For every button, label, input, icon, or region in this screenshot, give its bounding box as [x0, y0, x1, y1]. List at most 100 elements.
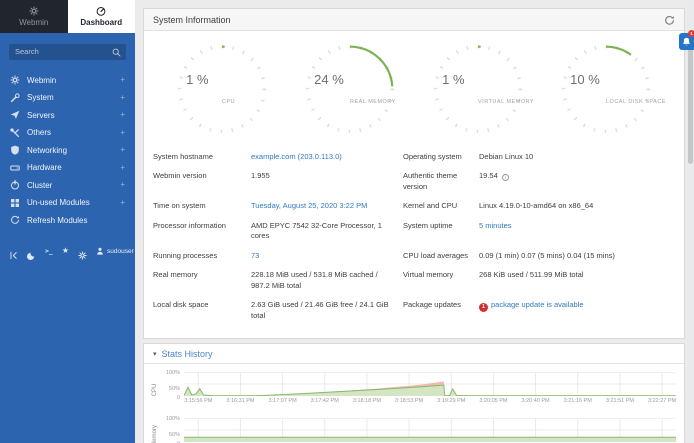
expand-plus-icon: +: [120, 162, 125, 172]
system-information-panel: System Information 1 % CPU 24 % REAL MEM…: [143, 8, 685, 339]
info-label: Real memory: [153, 270, 198, 279]
theme-info-icon[interactable]: i: [501, 174, 509, 181]
info-value: 2.63 GiB used / 21.46 GiB free / 24.1 Gi…: [251, 300, 389, 320]
favorites-icon[interactable]: ★: [61, 246, 69, 255]
chart-memory: Memory 100% 50% 0 3:15:56 PM3:16:31 PM3:…: [148, 415, 676, 443]
sidebar-tabs: Webmin Dashboard: [0, 0, 135, 33]
expand-plus-icon: +: [120, 180, 125, 190]
scrollbar-thumb[interactable]: [688, 44, 693, 164]
chart-plot-area: [184, 418, 676, 442]
info-label: Virtual memory: [403, 270, 454, 279]
tools-icon: [10, 128, 20, 138]
sidebar-item-label: Refresh Modules: [27, 215, 88, 225]
collapse-caret-icon: ▾: [153, 350, 157, 358]
info-value-link[interactable]: 5 minutes: [479, 220, 512, 230]
info-value-link[interactable]: example.com (203.0.113.0): [251, 151, 342, 161]
stats-charts: CPU 100% 50% 0 3:15:56 PM 3:16:31 PM 3:17:…: [144, 364, 684, 443]
sidebar-item-hardware[interactable]: Hardware +: [0, 159, 135, 177]
info-value: 268 KiB used / 511.99 MiB total: [479, 270, 584, 279]
sidebar-search: [9, 41, 126, 60]
stats-history-title: Stats History: [161, 348, 213, 359]
y-tick-label: 0: [177, 441, 180, 443]
sidebar-item-label: Cluster: [27, 180, 53, 190]
info-value-cell: 228.18 MiB used / 531.8 MiB cached / 987…: [251, 266, 403, 296]
info-label: CPU load averages: [403, 250, 469, 260]
collapse-icon[interactable]: [9, 247, 18, 259]
info-value-cell: AMD EPYC 7542 32-Core Processor, 1 cores: [251, 216, 403, 246]
tab-webmin-label: Webmin: [19, 18, 49, 27]
bell-icon: [679, 37, 694, 46]
x-tick-label: 3:20:05 PM: [479, 397, 508, 404]
tab-webmin[interactable]: Webmin: [0, 0, 68, 33]
sidebar-item-networking[interactable]: Networking +: [0, 142, 135, 160]
sidebar-item-webmin[interactable]: Webmin +: [0, 72, 135, 90]
chart-axis-label: Memory: [151, 425, 158, 443]
sidebar-item-servers[interactable]: Servers +: [0, 107, 135, 125]
terminal-icon[interactable]: >_: [45, 247, 53, 255]
info-label: Operating system: [403, 151, 462, 161]
page-title: System Information: [153, 14, 231, 25]
info-value-link[interactable]: package update is available: [491, 300, 584, 309]
info-value-cell: 1 package update is available: [479, 296, 675, 326]
refresh-icon[interactable]: [664, 14, 675, 25]
expand-plus-icon: +: [120, 75, 125, 85]
sidebar-item-label: Hardware: [27, 163, 62, 173]
sidebar-item-refresh-modules[interactable]: Refresh Modules: [0, 212, 135, 230]
tab-dashboard-label: Dashboard: [80, 18, 123, 27]
info-value: 1.955: [251, 171, 270, 180]
chart-axis-label: CPU: [151, 383, 158, 397]
x-tick-label: 3:19:29 PM: [437, 397, 466, 404]
stats-history-panel: ▾ Stats History CPU 100% 50% 0 3:15:56 P…: [143, 342, 685, 443]
user-menu[interactable]: sudouser: [96, 247, 134, 255]
tab-dashboard[interactable]: Dashboard: [67, 0, 135, 33]
x-tick-label: 3:16:31 PM: [226, 397, 255, 404]
notifications-button[interactable]: 1: [679, 30, 694, 50]
expand-plus-icon: +: [120, 197, 125, 207]
modules-icon: [10, 198, 20, 208]
shield-icon: [10, 145, 20, 155]
info-label: Time on system: [153, 201, 206, 210]
chart-plot-area: [184, 372, 676, 396]
info-value-cell: 19.54 i: [479, 167, 675, 197]
gauge-label: VIRTUAL MEMORY: [478, 99, 535, 105]
info-value-cell: 1.955: [251, 167, 403, 197]
sidebar-menu: Webmin + System + Servers + Others + Net…: [0, 72, 135, 230]
gauge-cpu: 1 % CPU: [158, 39, 286, 139]
info-value: 0.09 (1 min) 0.07 (5 mins) 0.04 (15 mins…: [479, 250, 615, 260]
y-tick-label: 100%: [165, 415, 180, 422]
stats-history-header[interactable]: ▾ Stats History: [144, 344, 684, 364]
night-mode-icon[interactable]: [27, 247, 36, 260]
harddrive-icon: [10, 163, 20, 173]
y-tick-label: 50%: [168, 386, 180, 392]
sidebar-item-label: Webmin: [27, 75, 57, 85]
x-tick-label: 3:18:53 PM: [395, 397, 424, 404]
y-tick-label: 0: [176, 394, 180, 401]
gauge-local-disk-space: 10 % LOCAL DISK SPACE: [542, 39, 670, 139]
x-tick-label: 3:17:42 PM: [310, 397, 339, 404]
gauge-label: REAL MEMORY: [350, 99, 396, 105]
settings-icon[interactable]: [78, 247, 87, 260]
x-tick-label: 3:17:07 PM: [268, 397, 297, 404]
sidebar-item-system[interactable]: System +: [0, 89, 135, 107]
search-input[interactable]: [9, 43, 126, 60]
gauge-value: 10 %: [570, 72, 600, 87]
notification-badge: 1: [688, 30, 694, 37]
expand-plus-icon: +: [120, 110, 125, 120]
gauges-row: 1 % CPU 24 % REAL MEMORY 1 % VIRTUAL MEM…: [144, 31, 684, 139]
power-icon: [10, 180, 20, 190]
x-tick-label: 3:18:18 PM: [352, 397, 381, 404]
info-label: Local disk space: [153, 300, 209, 309]
info-label: Authentic theme version: [403, 171, 458, 191]
sidebar: Webmin Dashboard Webmin + System + Serve…: [0, 0, 135, 443]
sidebar-item-others[interactable]: Others +: [0, 124, 135, 142]
gear-icon: [29, 6, 39, 16]
info-value-link[interactable]: 73: [251, 250, 260, 260]
sidebar-item-cluster[interactable]: Cluster +: [0, 177, 135, 195]
info-value-link[interactable]: Tuesday, August 25, 2020 3:22 PM: [251, 201, 368, 210]
sidebar-item-un-used-modules[interactable]: Un-used Modules +: [0, 194, 135, 212]
info-label: Webmin version: [153, 171, 207, 180]
scrollbar-track: [687, 0, 694, 443]
info-value-cell: Tuesday, August 25, 2020 3:22 PM: [251, 197, 403, 217]
person-icon: [96, 247, 104, 255]
